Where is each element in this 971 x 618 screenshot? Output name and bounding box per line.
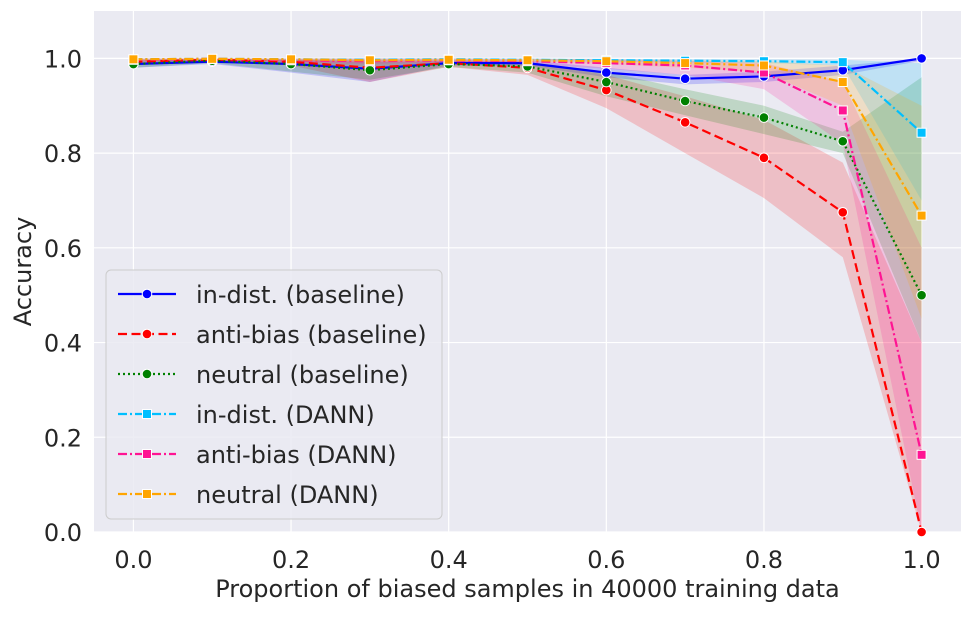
data-point [286, 54, 297, 65]
series-line [133, 59, 923, 296]
legend-label: in-dist. (DANN) [196, 401, 375, 429]
series-markers [128, 53, 927, 538]
legend-marker [142, 489, 152, 499]
data-point [207, 53, 218, 64]
data-point [758, 152, 770, 164]
data-point [837, 206, 849, 218]
data-point [364, 64, 376, 76]
data-point [364, 55, 375, 66]
legend-marker [141, 288, 153, 300]
data-point [837, 77, 848, 88]
x-axis-label: Proportion of biased samples in 40000 tr… [215, 575, 840, 603]
data-point [837, 105, 848, 116]
data-point [679, 73, 691, 85]
data-point [758, 60, 769, 71]
data-point [916, 526, 927, 538]
y-tick-label: 0.6 [44, 235, 82, 263]
y-tick-label: 0.0 [44, 519, 82, 547]
x-tick-label: 0.0 [114, 546, 152, 574]
data-point [837, 57, 848, 68]
legend-marker [142, 409, 152, 419]
legend-label: neutral (DANN) [196, 481, 379, 509]
data-point [522, 55, 533, 66]
legend: in-dist. (baseline) anti-bias (baseline) n… [105, 269, 443, 520]
legend-marker [141, 328, 153, 340]
y-tick-label: 0.8 [44, 140, 82, 168]
y-axis-label: Accuracy [9, 217, 37, 327]
y-tick-label: 1.0 [44, 45, 82, 73]
data-point [601, 67, 612, 78]
tick-labels: 0.0 0.2 0.4 0.6 0.8 1.0 0.0 0.2 0.4 0.6 0.8 1.0 [44, 45, 941, 574]
x-tick-label: 1.0 [903, 546, 941, 574]
data-point [916, 210, 927, 221]
x-tick-label: 0.6 [587, 546, 625, 574]
data-point [128, 54, 139, 65]
x-tick-label: 0.8 [745, 546, 783, 574]
legend-marker [142, 449, 152, 459]
legend-marker [141, 368, 153, 380]
data-point [601, 76, 612, 88]
legend-label: in-dist. (baseline) [196, 281, 405, 309]
data-point [680, 58, 691, 69]
legend-box [105, 269, 443, 520]
legend-label: anti-bias (DANN) [196, 441, 397, 469]
data-point [916, 449, 927, 460]
data-point [679, 95, 691, 107]
data-point [916, 127, 927, 138]
y-tick-label: 0.4 [44, 330, 82, 358]
data-point [758, 112, 770, 123]
x-tick-label: 0.4 [430, 546, 468, 574]
legend-label: neutral (baseline) [196, 361, 409, 389]
data-point [916, 53, 927, 64]
y-tick-label: 0.2 [44, 424, 82, 452]
legend-label: anti-bias (baseline) [196, 321, 427, 349]
data-point [837, 135, 849, 147]
data-point [601, 56, 612, 67]
data-point [443, 54, 454, 65]
x-tick-label: 0.2 [272, 546, 310, 574]
data-point [679, 117, 691, 128]
data-point [916, 289, 927, 301]
